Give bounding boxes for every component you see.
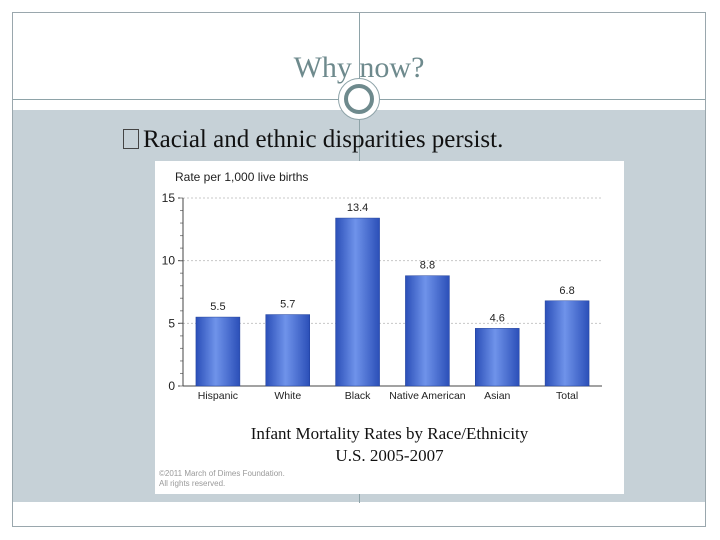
bar-asian xyxy=(475,328,520,387)
y-tick-label: 5 xyxy=(168,316,175,330)
chart-caption-line1: Infant Mortality Rates by Race/Ethnicity xyxy=(250,424,529,443)
data-label: 13.4 xyxy=(347,202,368,214)
slide-frame xyxy=(12,12,706,527)
bar-total xyxy=(544,300,590,387)
y-tick-label: 0 xyxy=(168,379,175,393)
data-label: 5.7 xyxy=(280,299,295,311)
data-label: 8.8 xyxy=(420,260,435,272)
data-label: 5.5 xyxy=(210,301,225,313)
x-tick-label: Native American xyxy=(389,390,466,402)
chart-caption-line2: U.S. 2005-2007 xyxy=(335,446,444,465)
bar-hispanic xyxy=(195,316,241,387)
copyright-notice: ©2011 March of Dimes Foundation. All rig… xyxy=(159,469,285,489)
data-label: 4.6 xyxy=(490,312,505,324)
data-label: 6.8 xyxy=(559,285,574,297)
y-tick-label: 15 xyxy=(162,191,176,205)
y-tick-label: 10 xyxy=(162,254,176,268)
x-tick-label: Hispanic xyxy=(198,390,238,402)
bar-native-american xyxy=(405,275,450,387)
bar-white xyxy=(265,314,310,387)
x-tick-label: Black xyxy=(345,390,371,402)
bullet-point: Racial and ethnic disparities persist. xyxy=(123,126,503,154)
chart-panel: Rate per 1,000 live births 0 5 10 15 5.5 Hisp… xyxy=(155,161,624,494)
x-tick-label: Total xyxy=(556,390,578,402)
chart-title: Rate per 1,000 live births xyxy=(175,170,308,184)
copyright-line2: All rights reserved. xyxy=(159,479,226,488)
bar-black xyxy=(335,217,380,387)
copyright-line1: ©2011 March of Dimes Foundation. xyxy=(159,469,285,478)
decorative-circle-icon xyxy=(338,78,380,120)
bullet-box-icon xyxy=(123,129,139,149)
bullet-text: Racial and ethnic disparities persist. xyxy=(143,126,504,153)
x-tick-label: Asian xyxy=(484,390,510,402)
x-tick-label: White xyxy=(274,390,301,402)
bar-chart: Rate per 1,000 live births 0 5 10 15 5.5 Hisp… xyxy=(162,170,602,402)
